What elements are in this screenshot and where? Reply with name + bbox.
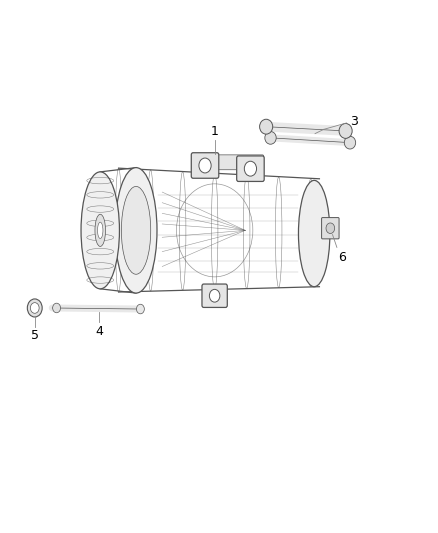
FancyBboxPatch shape <box>237 156 264 181</box>
FancyBboxPatch shape <box>202 284 227 308</box>
Ellipse shape <box>344 136 356 149</box>
Ellipse shape <box>137 304 145 314</box>
Ellipse shape <box>260 119 273 134</box>
Text: 5: 5 <box>31 329 39 342</box>
Ellipse shape <box>53 303 60 313</box>
Ellipse shape <box>30 303 39 313</box>
Ellipse shape <box>27 299 42 317</box>
Text: 6: 6 <box>338 251 346 263</box>
Ellipse shape <box>121 187 151 274</box>
Ellipse shape <box>98 222 103 239</box>
Circle shape <box>199 158 211 173</box>
Circle shape <box>244 161 257 176</box>
FancyBboxPatch shape <box>321 217 339 239</box>
Ellipse shape <box>339 124 352 139</box>
FancyBboxPatch shape <box>192 155 264 169</box>
Text: 4: 4 <box>95 325 103 338</box>
Ellipse shape <box>95 214 106 246</box>
FancyBboxPatch shape <box>191 153 219 178</box>
Ellipse shape <box>81 172 120 289</box>
Text: 3: 3 <box>350 116 358 128</box>
Ellipse shape <box>115 167 157 293</box>
Ellipse shape <box>298 180 330 287</box>
Ellipse shape <box>265 132 276 144</box>
Circle shape <box>326 223 335 233</box>
Text: 1: 1 <box>211 125 219 138</box>
Circle shape <box>209 289 220 302</box>
